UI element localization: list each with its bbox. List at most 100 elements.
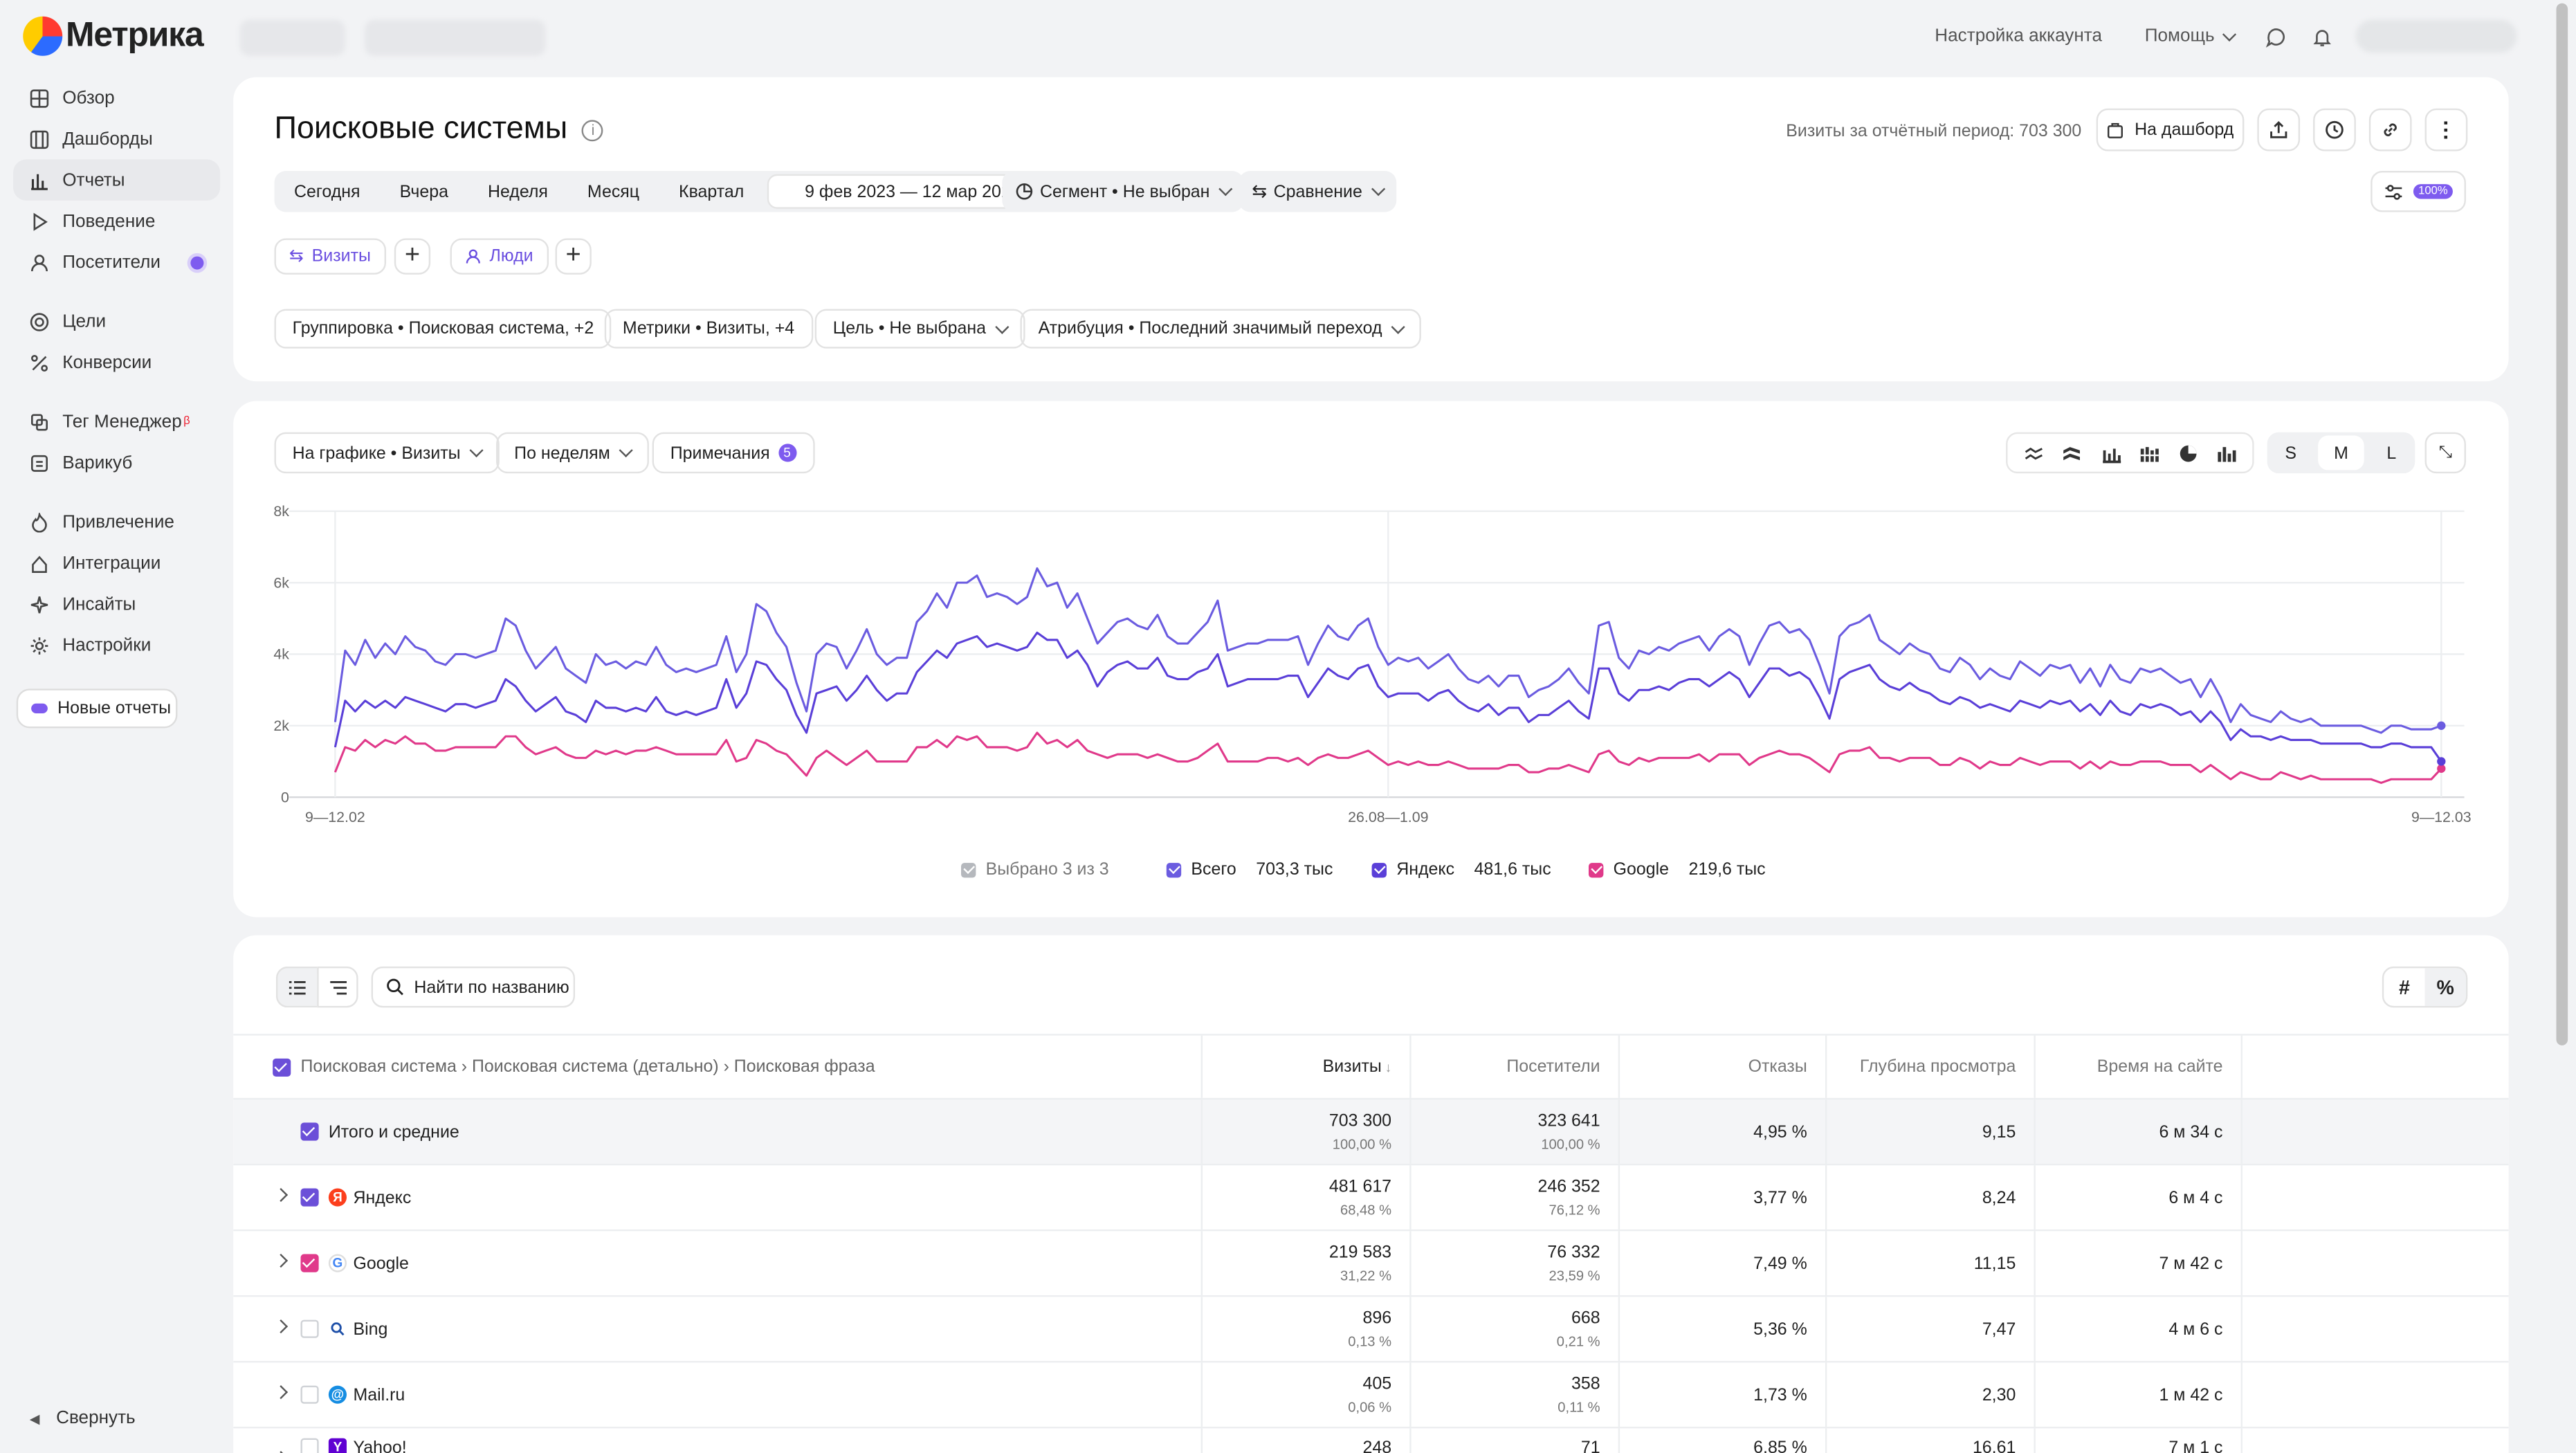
table-row[interactable]: Я Яндекс 481 617 68,48 % 246 352 76,12 % 3… [233,1163,2509,1230]
area-chart-icon[interactable] [2062,443,2081,463]
sidebar-item-visitors[interactable]: Посетители [13,241,220,282]
percent-values-button[interactable]: % [2424,968,2466,1006]
table-row[interactable]: Y Yahoo! 248 71 6,85 % 16,61 7 м 1 с [233,1426,2509,1453]
row-label: Yahoo! [353,1438,407,1453]
sidebar-item-goals[interactable]: Цели [13,301,220,342]
column-header-bounce[interactable]: Отказы [1618,1035,1825,1098]
more-button[interactable]: ··· [2424,108,2468,152]
row-checkbox[interactable] [300,1438,319,1453]
sidebar-item-behavior[interactable]: Поведение [13,201,220,241]
new-reports-toggle[interactable]: Новые отчеты [16,688,178,729]
row-checkbox[interactable] [300,1188,319,1207]
compare-selector[interactable]: ⇆ Сравнение [1239,171,1397,212]
period-month[interactable]: Месяц [587,181,640,202]
legend-select-all[interactable]: Выбрано 3 из 3 [961,859,1109,879]
flat-view-button[interactable] [275,966,318,1008]
history-button[interactable] [2313,108,2356,152]
column-header-depth[interactable]: Глубина просмотра [1825,1035,2034,1098]
export-button[interactable] [2257,108,2301,152]
absolute-values-button[interactable]: # [2398,975,2410,999]
grouping-filter[interactable]: Группировка • Поисковая система, +2 [274,309,612,349]
table-row[interactable]: G Google 219 583 31,22 % 76 332 23,59 % 7,… [233,1229,2509,1295]
legend-item-total[interactable]: Всего 703,3 тыс [1166,859,1333,879]
size-l[interactable]: L [2386,443,2397,463]
row-checkbox[interactable] [300,1254,319,1272]
size-s[interactable]: S [2285,443,2296,463]
chart-metric-selector[interactable]: На графике • Визиты [274,432,500,474]
sidebar-item-acquisition[interactable]: Привлечение [13,502,220,542]
chevron-right-icon[interactable] [273,1385,289,1400]
row-checkbox[interactable] [300,1319,319,1338]
table-row[interactable]: @ Mail.ru 405 0,06 % 358 0,11 % 1,73 % 2,3… [233,1360,2509,1427]
segment-selector[interactable]: Сегмент • Не выбран [1002,171,1245,212]
tag-visits[interactable]: ⇆ Визиты [274,238,386,275]
sidebar-item-integrations[interactable]: Интеграции [13,542,220,583]
column-header-time[interactable]: Время на сайте [2034,1035,2243,1098]
column-header-visitors[interactable]: Посетители [1409,1035,1618,1098]
attribution-filter[interactable]: Атрибуция • Последний значимый переход [1020,309,1422,349]
goal-filter[interactable]: Цель • Не выбрана [814,309,1026,349]
series-line-2[interactable] [334,731,2442,785]
row-checkbox[interactable] [300,1385,319,1404]
account-settings-link[interactable]: Настройка аккаунта [1935,26,2102,46]
series-end-point[interactable] [2437,721,2446,730]
add-people-filter-button[interactable]: + [555,238,592,275]
counter-name[interactable] [365,19,546,56]
metrics-filter[interactable]: Метрики • Визиты, +4 [604,309,813,349]
grouping-header[interactable]: Поисковая система › Поисковая система (д… [273,1036,875,1098]
tree-view-button[interactable] [317,966,358,1008]
sidebar-item-dashboards[interactable]: Дашборды [13,118,220,159]
account-avatar[interactable] [2355,19,2517,53]
notes-button[interactable]: Примечания 5 [652,432,814,474]
table-row[interactable]: Bing 896 0,13 % 668 0,21 % 5,36 % 7,47 4 м… [233,1295,2509,1361]
stacked-column-icon[interactable] [2139,443,2159,463]
share-link-button[interactable] [2368,108,2412,152]
series-end-point[interactable] [2437,764,2446,773]
logo[interactable]: Метрика [23,16,204,56]
chevron-right-icon[interactable] [273,1253,289,1268]
series-line-0[interactable] [334,567,2442,734]
chevron-right-icon[interactable] [273,1319,289,1334]
to-dashboard-button[interactable]: На дашборд [2096,108,2245,152]
info-icon[interactable]: i [582,119,604,141]
tag-people[interactable]: Люди [450,238,548,275]
line-chart-icon[interactable] [2024,443,2043,463]
sidebar-item-settings[interactable]: Настройки [13,625,220,666]
series-end-point[interactable] [2437,757,2446,766]
select-all-checkbox[interactable] [273,1057,291,1076]
help-menu[interactable]: Помощь [2145,26,2237,46]
column-chart-icon[interactable] [2101,443,2121,463]
add-visits-filter-button[interactable]: + [394,238,431,275]
chart-granularity-selector[interactable]: По неделям [496,432,650,474]
chat-icon[interactable] [2264,25,2287,48]
period-quarter[interactable]: Квартал [679,181,745,202]
sampling-button[interactable]: 100% [2371,171,2466,212]
collapse-chart-button[interactable]: ⤡ [2424,432,2466,474]
bar-chart-icon[interactable] [2217,443,2237,463]
legend-item-google[interactable]: Google 219,6 тыс [1589,859,1766,879]
collapse-sidebar-button[interactable]: ◀ Свернуть [30,1409,136,1429]
pie-chart-icon[interactable] [2178,443,2198,463]
period-week[interactable]: Неделя [487,181,548,202]
series-line-1[interactable] [334,631,2442,762]
period-today[interactable]: Сегодня [294,181,360,202]
total-checkbox[interactable] [300,1122,319,1141]
size-m[interactable]: M [2317,435,2365,470]
column-header-visits[interactable]: Визиты ↓ [1200,1035,1410,1098]
sidebar-item-reports[interactable]: Отчеты [12,159,221,201]
sidebar-item-tag-manager[interactable]: Тег Менеджер β [13,401,220,442]
period-yesterday[interactable]: Вчера [399,181,448,202]
bell-icon[interactable] [2310,25,2332,48]
counter-switcher[interactable] [239,19,345,56]
scrollbar-thumb[interactable] [2556,3,2568,1045]
cell-time: 7 м 42 с [2034,1231,2243,1295]
legend-item-yandex[interactable]: Яндекс 481,6 тыс [1371,859,1551,879]
sidebar-item-insights[interactable]: Инсайты [13,583,220,624]
date-range-picker[interactable]: 9 фев 2023 — 12 мар 2026 [767,171,1111,209]
page-scrollbar[interactable] [2555,0,2569,1453]
sidebar-item-varioqub[interactable]: Варикуб [13,442,220,483]
chevron-right-icon[interactable] [273,1187,289,1203]
sidebar-item-overview[interactable]: Обзор [13,77,220,118]
table-search[interactable]: Найти по названию [371,966,576,1008]
sidebar-item-conversions[interactable]: Конверсии [13,342,220,383]
